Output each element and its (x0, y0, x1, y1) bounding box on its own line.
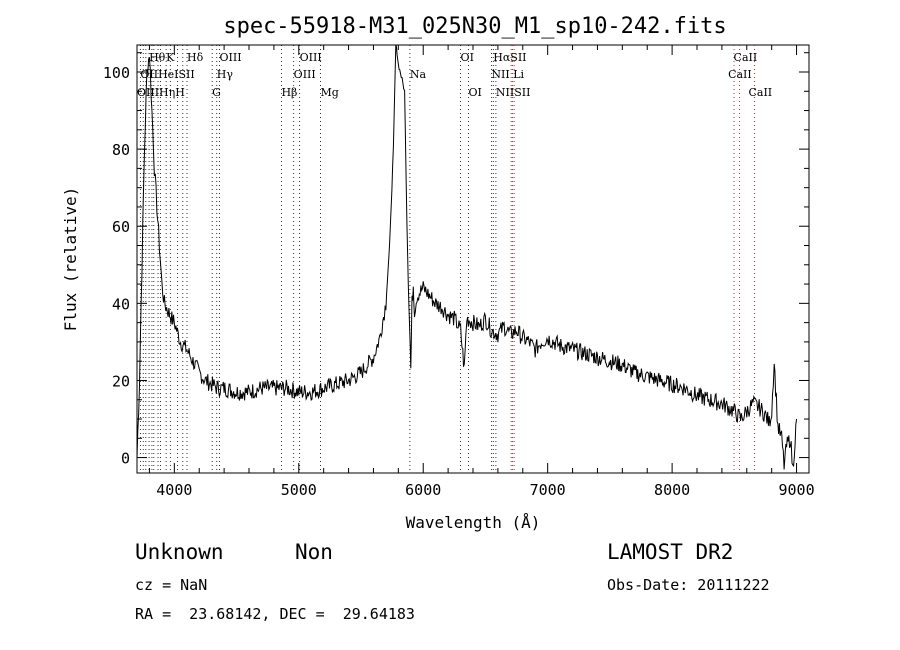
x-tick-label: 5000 (281, 481, 317, 499)
line-label: NII Li (491, 68, 524, 81)
x-tick-label: 4000 (156, 481, 192, 499)
y-tick-label: 0 (121, 450, 130, 468)
survey-name: LAMOST DR2 (607, 540, 734, 564)
axis-ticks (137, 45, 809, 473)
y-tick-label: 100 (103, 64, 130, 82)
cz-value: cz = NaN (135, 576, 208, 594)
line-label: Mg (321, 86, 339, 99)
line-label: Hδ (187, 51, 204, 64)
line-label-caii: CaII (748, 86, 772, 99)
line-label: Na (410, 68, 427, 81)
coordinates: RA = 23.68142, DEC = 29.64183 (135, 605, 415, 623)
x-tick-label: 7000 (530, 481, 566, 499)
line-label: OIII (220, 51, 242, 64)
y-tick-label: 60 (112, 218, 130, 236)
y-axis-label: Flux (relative) (61, 187, 80, 332)
plot-frame (136, 44, 810, 474)
x-axis-label: Wavelength (Å) (406, 513, 541, 532)
line-label: G (212, 86, 221, 99)
y-tick-label: 20 (112, 372, 130, 390)
x-tick-label: 6000 (405, 481, 441, 499)
axis-tick-labels: 4000 5000 6000 7000 8000 9000 0 20 40 60 80 100 (103, 64, 815, 499)
line-label: OIIHeISII (140, 68, 194, 81)
line-label: NIISII (496, 86, 531, 99)
emission-line-markers (139, 45, 755, 473)
line-label: HαSII (493, 51, 526, 64)
line-label-caii: CaII (728, 68, 752, 81)
line-label: Hθ (149, 51, 166, 64)
line-label: Hγ (217, 68, 234, 81)
x-tick-label: 8000 (654, 481, 690, 499)
line-label: OIII (294, 68, 316, 81)
line-label: OI (469, 86, 482, 99)
line-label-caii: CaII (734, 51, 758, 64)
y-tick-label: 40 (112, 295, 130, 313)
line-label: OIIIHηH (137, 86, 185, 99)
line-label: OIII (300, 51, 322, 64)
obs-date: Obs-Date: 20111222 (607, 576, 770, 594)
x-tick-label: 9000 (778, 481, 814, 499)
subclass: Non (295, 540, 333, 564)
line-label: K (166, 51, 175, 64)
line-label: Hβ (281, 86, 297, 99)
line-label: OI (461, 51, 474, 64)
spectrum-series-line (136, 44, 798, 470)
emission-line-labels: Hθ K Hδ OIII OIII OI HαSII OIIHeISII Hγ OIII Na NII… (137, 51, 772, 99)
y-tick-label: 80 (112, 141, 130, 159)
class-name: Unknown (135, 540, 224, 564)
chart-title: spec-55918-M31_025N30_M1_sp10-242.fits (223, 14, 726, 39)
